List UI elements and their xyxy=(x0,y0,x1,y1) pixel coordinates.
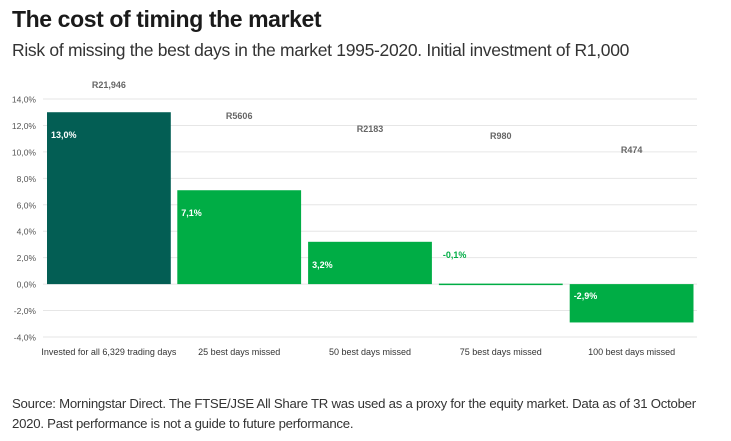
bars xyxy=(47,112,694,323)
value-label: 7,1% xyxy=(181,208,202,218)
category-label: Invested for all 6,329 trading days xyxy=(41,347,177,357)
y-tick-label: 10,0% xyxy=(12,147,37,157)
bar xyxy=(438,283,563,286)
y-tick-label: 12,0% xyxy=(12,121,37,131)
final-value-label: R5606 xyxy=(226,111,253,121)
bar-chart: 14,0% 12,0% 10,0% 8,0% 6,0% 4,0% 2,0% 0,0% -2,0%… xyxy=(12,80,697,357)
y-tick-label: 6,0% xyxy=(17,200,37,210)
y-tick-label: 0,0% xyxy=(17,280,37,290)
bar xyxy=(569,284,694,323)
final-value-label: R474 xyxy=(621,145,643,155)
category-label: 50 best days missed xyxy=(329,347,411,357)
chart-title: The cost of timing the market xyxy=(12,6,322,32)
value-label: 13,0% xyxy=(51,130,77,140)
y-tick-label: 14,0% xyxy=(12,95,37,105)
category-label: 100 best days missed xyxy=(588,347,675,357)
y-tick-label: 2,0% xyxy=(17,253,37,263)
y-tick-label: -2,0% xyxy=(14,306,37,316)
source-note: Source: Morningstar Direct. The FTSE/JSE… xyxy=(12,396,696,431)
category-label: 75 best days missed xyxy=(460,347,542,357)
final-value-label: R2183 xyxy=(357,124,384,134)
value-label: -2,9% xyxy=(574,291,598,301)
final-value-label: R980 xyxy=(490,131,512,141)
final-value-label: R21,946 xyxy=(92,80,126,90)
bar xyxy=(308,241,432,285)
bar xyxy=(177,190,302,285)
bar-labels: 13,0% R21,946 7,1% R5606 3,2% R2183 -0,1% R980 -… xyxy=(51,80,642,301)
bar xyxy=(47,112,171,285)
y-tick-label: 8,0% xyxy=(17,174,37,184)
category-label: 25 best days missed xyxy=(198,347,280,357)
value-label: -0,1% xyxy=(443,250,467,260)
chart-subtitle: Risk of missing the best days in the mar… xyxy=(12,40,630,60)
x-axis: Invested for all 6,329 trading days 25 be… xyxy=(41,347,675,357)
y-tick-label: -4,0% xyxy=(14,333,37,343)
value-label: 3,2% xyxy=(312,260,333,270)
y-tick-label: 4,0% xyxy=(17,227,37,237)
y-axis: 14,0% 12,0% 10,0% 8,0% 6,0% 4,0% 2,0% 0,0% -2,0%… xyxy=(12,95,37,343)
